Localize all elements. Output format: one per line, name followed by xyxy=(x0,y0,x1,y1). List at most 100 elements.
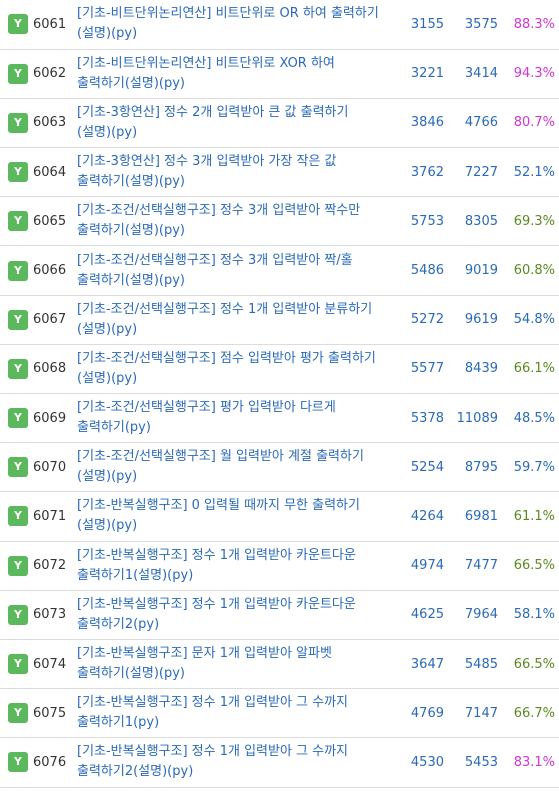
accepted-badge-icon: Y xyxy=(8,63,28,84)
problem-id: 6064 xyxy=(33,147,77,198)
accepted-badge-icon: Y xyxy=(8,752,28,773)
table-row: Y 6073 [기초-반복실행구조] 정수 1개 입력받아 카운트다운 출력하기2(… xyxy=(0,590,559,640)
problem-title-cell: [기초-반복실행구조] 정수 1개 입력받아 카운트다운 출력하기2(py) xyxy=(77,590,389,640)
correct-rate: 69.3% xyxy=(498,196,559,247)
problem-id: 6075 xyxy=(33,688,77,739)
correct-rate: 52.1% xyxy=(498,147,559,198)
accepted-badge-icon: Y xyxy=(8,211,28,232)
problem-title-link[interactable]: [기초-조건/선택실행구조] 점수 입력받아 평가 출력하기(설명)(py) xyxy=(77,350,376,386)
problem-id: 6069 xyxy=(33,393,77,444)
submission-count: 7964 xyxy=(444,590,498,640)
correct-rate: 54.8% xyxy=(498,295,559,345)
correct-rate: 94.3% xyxy=(498,49,559,99)
submission-count: 11089 xyxy=(444,393,498,444)
problem-id: 6061 xyxy=(33,0,77,50)
submission-count: 9619 xyxy=(444,295,498,345)
solved-count: 4974 xyxy=(389,541,444,591)
table-row: Y 6071 [기초-반복실행구조] 0 입력될 때까지 무한 출력하기(설명)(p… xyxy=(0,491,559,542)
problem-id: 6076 xyxy=(33,737,77,788)
problem-title-cell: [기초-조건/선택실행구조] 점수 입력받아 평가 출력하기(설명)(py) xyxy=(77,344,389,395)
table-row: Y 6063 [기초-3항연산] 정수 2개 입력받아 큰 값 출력하기(설명)(p… xyxy=(0,98,559,149)
status-cell: Y xyxy=(0,98,33,149)
correct-rate: 80.7% xyxy=(498,98,559,149)
submission-count: 7477 xyxy=(444,541,498,591)
problem-title-link[interactable]: [기초-조건/선택실행구조] 정수 3개 입력받아 짝수만 출력하기(설명)(p… xyxy=(77,203,361,239)
submission-count: 9019 xyxy=(444,245,498,296)
problem-id: 6063 xyxy=(33,98,77,149)
solved-count: 5272 xyxy=(389,295,444,345)
table-row: Y 6076 [기초-반복실행구조] 정수 1개 입력받아 그 수까지 출력하기2(… xyxy=(0,737,559,788)
problem-title-cell: [기초-반복실행구조] 문자 1개 입력받아 알파벳 출력하기(설명)(py) xyxy=(77,639,389,690)
problem-id: 6073 xyxy=(33,590,77,640)
problem-title-link[interactable]: [기초-조건/선택실행구조] 평가 입력받아 다르게 출력하기(py) xyxy=(77,400,336,436)
problem-title-cell: [기초-비트단위논리연산] 비트단위로 OR 하여 출력하기(설명)(py) xyxy=(77,0,389,50)
problem-title-cell: [기초-조건/선택실행구조] 정수 1개 입력받아 분류하기(설명)(py) xyxy=(77,295,389,345)
problem-title-cell: [기초-3항연산] 정수 3개 입력받아 가장 작은 값 출력하기(설명)(py… xyxy=(77,147,389,198)
solved-count: 5378 xyxy=(389,393,444,444)
accepted-badge-icon: Y xyxy=(8,14,28,35)
table-row: Y 6064 [기초-3항연산] 정수 3개 입력받아 가장 작은 값 출력하기(설… xyxy=(0,147,559,198)
status-cell: Y xyxy=(0,639,33,690)
correct-rate: 66.5% xyxy=(498,541,559,591)
problem-title-link[interactable]: [기초-조건/선택실행구조] 정수 3개 입력받아 짝/홀 출력하기(설명)(p… xyxy=(77,252,353,288)
submission-count: 7147 xyxy=(444,688,498,739)
solved-count: 5753 xyxy=(389,196,444,247)
status-cell: Y xyxy=(0,590,33,640)
solved-count: 3647 xyxy=(389,639,444,690)
accepted-badge-icon: Y xyxy=(8,162,28,183)
status-cell: Y xyxy=(0,49,33,99)
solved-count: 4769 xyxy=(389,688,444,739)
solved-count: 3762 xyxy=(389,147,444,198)
solved-count: 3155 xyxy=(389,0,444,50)
problem-title-link[interactable]: [기초-비트단위논리연산] 비트단위로 OR 하여 출력하기(설명)(py) xyxy=(77,6,379,42)
problem-title-link[interactable]: [기초-비트단위논리연산] 비트단위로 XOR 하여 출력하기(설명)(py) xyxy=(77,55,335,91)
problem-title-link[interactable]: [기초-반복실행구조] 0 입력될 때까지 무한 출력하기(설명)(py) xyxy=(77,498,360,534)
submission-count: 7227 xyxy=(444,147,498,198)
problem-title-cell: [기초-조건/선택실행구조] 정수 3개 입력받아 짝수만 출력하기(설명)(p… xyxy=(77,196,389,247)
accepted-badge-icon: Y xyxy=(8,408,28,429)
submission-count: 8439 xyxy=(444,344,498,395)
submission-count: 6981 xyxy=(444,491,498,542)
submission-count: 5485 xyxy=(444,639,498,690)
problem-title-link[interactable]: [기초-반복실행구조] 정수 1개 입력받아 그 수까지 출력하기1(py) xyxy=(77,695,349,731)
correct-rate: 66.5% xyxy=(498,639,559,690)
submission-count: 3414 xyxy=(444,49,498,99)
solved-count: 4264 xyxy=(389,491,444,542)
problem-title-link[interactable]: [기초-3항연산] 정수 2개 입력받아 큰 값 출력하기(설명)(py) xyxy=(77,104,349,140)
problem-title-cell: [기초-반복실행구조] 정수 1개 입력받아 그 수까지 출력하기2(설명)(p… xyxy=(77,737,389,788)
solved-count: 5486 xyxy=(389,245,444,296)
status-cell: Y xyxy=(0,393,33,444)
table-row: Y 6069 [기초-조건/선택실행구조] 평가 입력받아 다르게 출력하기(py)… xyxy=(0,393,559,444)
problem-title-link[interactable]: [기초-반복실행구조] 정수 1개 입력받아 카운트다운 출력하기2(py) xyxy=(77,596,356,632)
solved-count: 3221 xyxy=(389,49,444,99)
problem-title-cell: [기초-비트단위논리연산] 비트단위로 XOR 하여 출력하기(설명)(py) xyxy=(77,49,389,99)
status-cell: Y xyxy=(0,737,33,788)
table-row: Y 6067 [기초-조건/선택실행구조] 정수 1개 입력받아 분류하기(설명)(… xyxy=(0,295,559,345)
problem-title-link[interactable]: [기초-반복실행구조] 정수 1개 입력받아 카운트다운 출력하기1(설명)(p… xyxy=(77,547,356,583)
table-row: Y 6070 [기초-조건/선택실행구조] 월 입력받아 계절 출력하기(설명)(p… xyxy=(0,442,559,493)
problem-id: 6068 xyxy=(33,344,77,395)
problem-id: 6070 xyxy=(33,442,77,493)
solved-count: 5577 xyxy=(389,344,444,395)
problem-title-cell: [기초-반복실행구조] 정수 1개 입력받아 그 수까지 출력하기1(py) xyxy=(77,688,389,739)
problem-title-cell: [기초-반복실행구조] 정수 1개 입력받아 카운트다운 출력하기1(설명)(p… xyxy=(77,541,389,591)
problem-id: 6072 xyxy=(33,541,77,591)
problem-title-link[interactable]: [기초-3항연산] 정수 3개 입력받아 가장 작은 값 출력하기(설명)(py… xyxy=(77,154,337,190)
problem-id: 6067 xyxy=(33,295,77,345)
problem-title-link[interactable]: [기초-반복실행구조] 문자 1개 입력받아 알파벳 출력하기(설명)(py) xyxy=(77,646,332,682)
solved-count: 5254 xyxy=(389,442,444,493)
problem-title-link[interactable]: [기초-반복실행구조] 정수 1개 입력받아 그 수까지 출력하기2(설명)(p… xyxy=(77,744,349,780)
submission-count: 8795 xyxy=(444,442,498,493)
table-row: Y 6066 [기초-조건/선택실행구조] 정수 3개 입력받아 짝/홀 출력하기(… xyxy=(0,245,559,296)
problem-title-link[interactable]: [기초-조건/선택실행구조] 정수 1개 입력받아 분류하기(설명)(py) xyxy=(77,301,373,337)
solved-count: 3846 xyxy=(389,98,444,149)
table-row: Y 6065 [기초-조건/선택실행구조] 정수 3개 입력받아 짝수만 출력하기(… xyxy=(0,196,559,247)
problem-title-cell: [기초-반복실행구조] 0 입력될 때까지 무한 출력하기(설명)(py) xyxy=(77,491,389,542)
problem-title-link[interactable]: [기초-조건/선택실행구조] 월 입력받아 계절 출력하기(설명)(py) xyxy=(77,449,364,485)
problem-title-cell: [기초-3항연산] 정수 2개 입력받아 큰 값 출력하기(설명)(py) xyxy=(77,98,389,149)
table-row: Y 6068 [기초-조건/선택실행구조] 점수 입력받아 평가 출력하기(설명)(… xyxy=(0,344,559,395)
accepted-badge-icon: Y xyxy=(8,506,28,527)
accepted-badge-icon: Y xyxy=(8,457,28,478)
